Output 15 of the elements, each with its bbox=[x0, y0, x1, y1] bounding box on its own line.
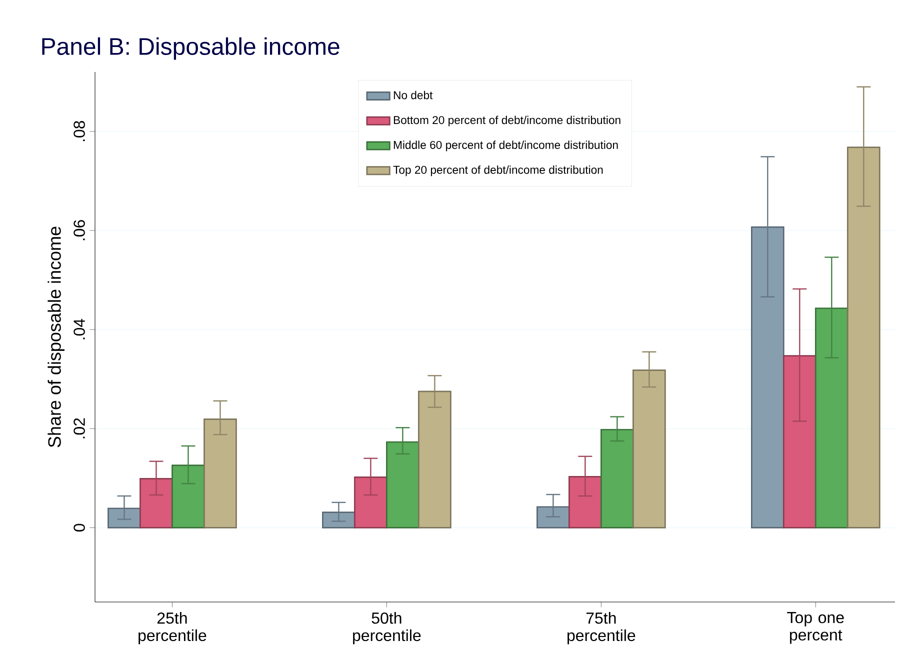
y-tick-label: .06 bbox=[74, 220, 85, 240]
y-tick-label: .04 bbox=[74, 318, 85, 340]
legend-label: Top 20 percent of debt/income distribution bbox=[393, 166, 603, 176]
x-tick-label: 50th percentile bbox=[353, 612, 421, 644]
legend-label: No debt bbox=[394, 90, 433, 100]
x-tick-label: 25th percentile bbox=[138, 612, 206, 644]
legend-label: Bottom 20 percent of debt/income distribution bbox=[394, 116, 620, 126]
y-tick-label: 0 bbox=[74, 524, 85, 532]
x-tick-label: 75th percentile bbox=[568, 612, 636, 644]
x-tick-label: Top one percent bbox=[787, 612, 844, 644]
chart-title: Panel B: Disposable income bbox=[42, 37, 340, 60]
legend-label: Middle 60 percent of debt/income distribution bbox=[394, 140, 618, 152]
y-tick-label: .08 bbox=[74, 121, 85, 142]
y-tick-label: .02 bbox=[74, 418, 85, 438]
y-axis-title: Share of disposable income bbox=[48, 226, 64, 448]
